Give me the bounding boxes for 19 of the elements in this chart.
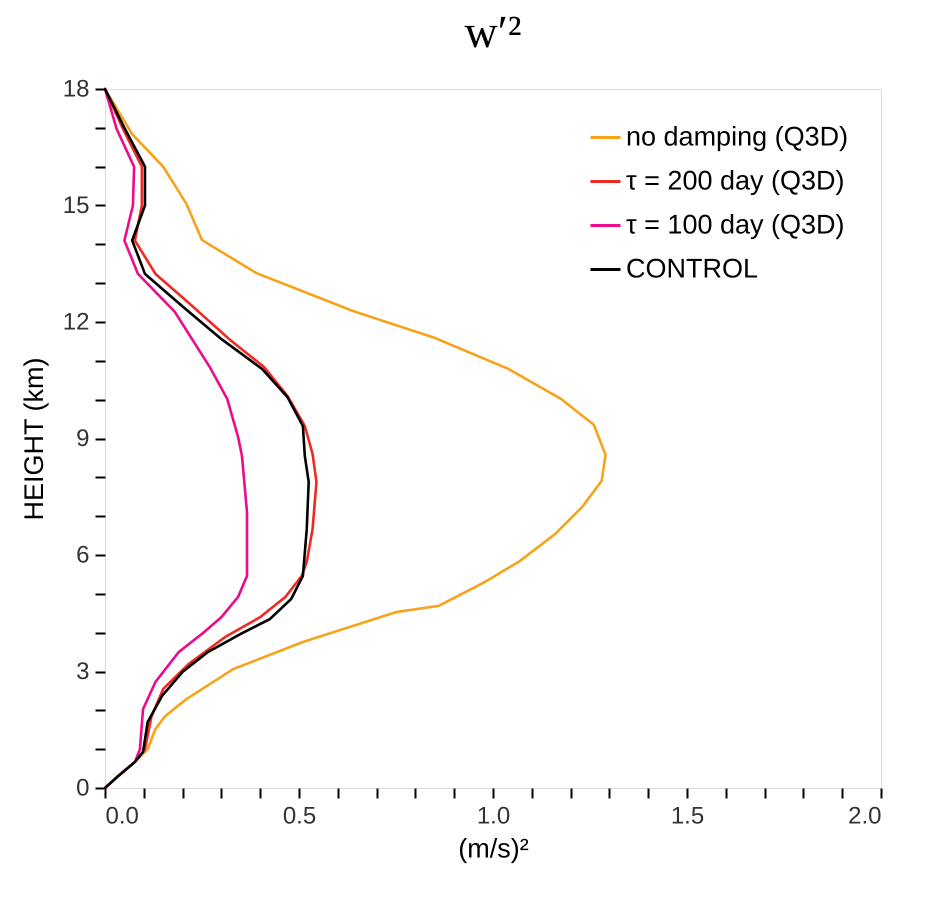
x-axis-title: (m/s)² bbox=[458, 834, 529, 864]
y-tick-label: 0 bbox=[76, 774, 90, 802]
y-tick-label: 12 bbox=[62, 308, 90, 336]
x-tick-label: 2.0 bbox=[848, 802, 882, 830]
x-tick-label: 0.0 bbox=[106, 802, 139, 830]
x-tick-label: 1.0 bbox=[476, 802, 510, 830]
y-tick-label: 18 bbox=[62, 76, 90, 102]
x-tick-label: 1.5 bbox=[670, 802, 704, 830]
y-tick-label: 15 bbox=[62, 192, 90, 219]
legend-label: τ = 200 day (Q3D) bbox=[626, 166, 845, 196]
legend-label: τ = 100 day (Q3D) bbox=[626, 210, 845, 240]
legend-label: CONTROL bbox=[626, 254, 758, 284]
chart-title: w′² bbox=[464, 6, 522, 57]
y-axis-title: HEIGHT (km) bbox=[18, 358, 49, 520]
y-tick-label: 6 bbox=[76, 542, 90, 568]
x-tick-label: 0.5 bbox=[282, 802, 316, 830]
legend-label: no damping (Q3D) bbox=[626, 122, 848, 152]
y-tick-label: 3 bbox=[76, 658, 90, 685]
y-tick-label: 9 bbox=[76, 425, 90, 452]
